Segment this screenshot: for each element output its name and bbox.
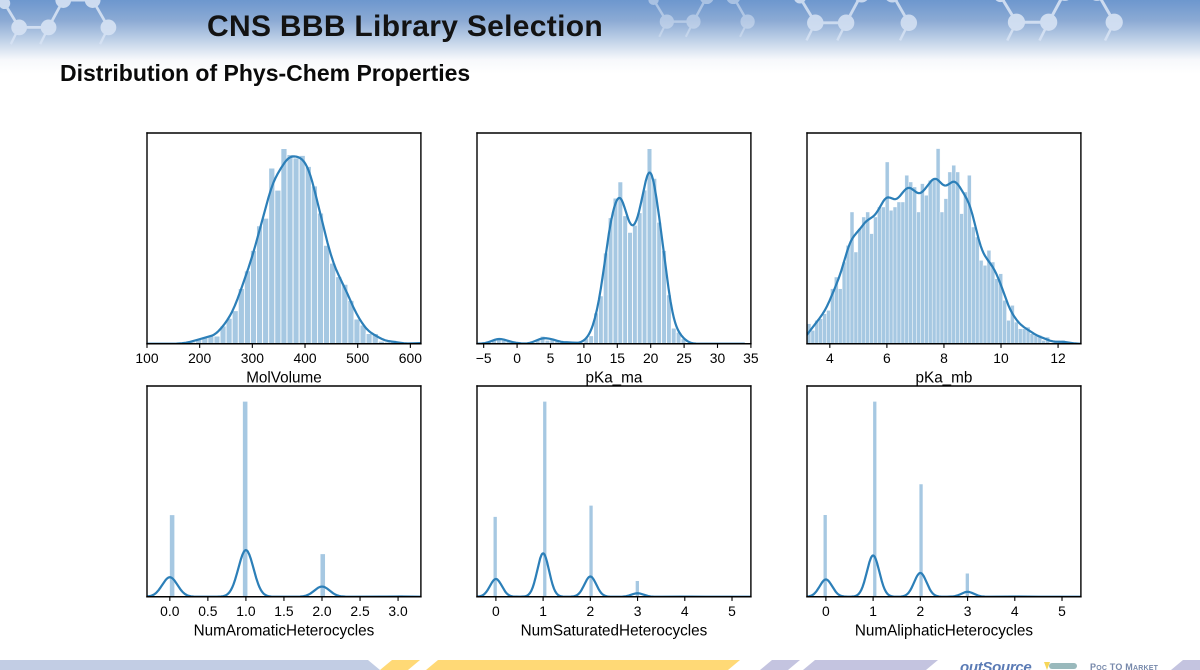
svg-text:5: 5	[1058, 603, 1066, 619]
svg-text:3: 3	[634, 603, 642, 619]
svg-text:100: 100	[135, 350, 158, 366]
svg-text:12: 12	[1050, 350, 1066, 366]
svg-text:3: 3	[964, 603, 972, 619]
svg-text:35: 35	[743, 350, 759, 366]
svg-text:8: 8	[940, 350, 948, 366]
svg-text:0.0: 0.0	[160, 603, 180, 619]
svg-text:NumSaturatedHeterocycles: NumSaturatedHeterocycles	[521, 622, 708, 639]
svg-text:0: 0	[822, 603, 830, 619]
svg-text:MolVolume: MolVolume	[246, 369, 322, 386]
svg-text:1: 1	[539, 603, 547, 619]
svg-text:4: 4	[1011, 603, 1019, 619]
svg-text:20: 20	[643, 350, 659, 366]
svg-text:200: 200	[188, 350, 211, 366]
svg-text:300: 300	[241, 350, 264, 366]
svg-text:30: 30	[710, 350, 726, 366]
svg-text:15: 15	[610, 350, 626, 366]
svg-text:pKa_mb: pKa_mb	[916, 369, 973, 386]
svg-text:2.0: 2.0	[312, 603, 332, 619]
svg-text:4: 4	[826, 350, 834, 366]
svg-text:500: 500	[346, 350, 369, 366]
svg-text:1.0: 1.0	[236, 603, 256, 619]
svg-text:0: 0	[492, 603, 500, 619]
svg-text:pKa_ma: pKa_ma	[586, 369, 643, 386]
svg-text:−5: −5	[476, 350, 492, 366]
svg-text:10: 10	[576, 350, 592, 366]
svg-text:400: 400	[293, 350, 316, 366]
svg-text:25: 25	[676, 350, 692, 366]
svg-text:6: 6	[883, 350, 891, 366]
svg-text:1.5: 1.5	[274, 603, 294, 619]
svg-text:0: 0	[513, 350, 521, 366]
svg-text:1: 1	[869, 603, 877, 619]
svg-text:2: 2	[916, 603, 924, 619]
svg-text:0.5: 0.5	[198, 603, 218, 619]
svg-text:2.5: 2.5	[350, 603, 370, 619]
svg-text:10: 10	[993, 350, 1009, 366]
svg-text:NumAliphaticHeterocycles: NumAliphaticHeterocycles	[855, 622, 1034, 639]
svg-text:NumAromaticHeterocycles: NumAromaticHeterocycles	[194, 622, 375, 639]
svg-text:5: 5	[728, 603, 736, 619]
svg-text:5: 5	[547, 350, 555, 366]
svg-text:2: 2	[586, 603, 594, 619]
svg-text:4: 4	[681, 603, 689, 619]
svg-text:3.0: 3.0	[388, 603, 408, 619]
svg-text:600: 600	[399, 350, 422, 366]
